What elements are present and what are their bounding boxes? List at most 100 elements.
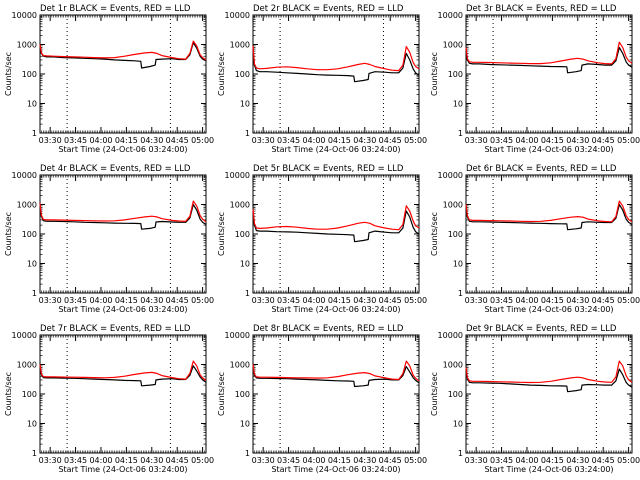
y-tick-label: 1 — [245, 289, 250, 298]
panel-1: Det 1r BLACK = Events, RED = LLD 1 10 100 10… — [4, 4, 214, 154]
panel-9: Det 9r BLACK = Events, RED = LLD 1 10 100 10… — [430, 324, 640, 474]
x-axis-label: Start Time (24-Oct-06 03:24:00) — [58, 465, 187, 474]
y-tick-label: 100 — [22, 390, 37, 399]
x-tick-label: 04:30 — [566, 296, 589, 305]
y-tick-label: 10 — [453, 260, 463, 269]
x-tick-label: 03:45 — [277, 136, 300, 145]
x-tick-label: 03:30 — [39, 296, 62, 305]
x-tick-label: 04:15 — [328, 456, 351, 465]
x-tick-label: 04:30 — [353, 456, 376, 465]
panel-3: Det 3r BLACK = Events, RED = LLD 1 10 100 10… — [430, 4, 640, 154]
x-tick-label: 03:45 — [490, 456, 513, 465]
x-tick-label: 03:45 — [490, 136, 513, 145]
x-tick-label: 04:30 — [140, 296, 163, 305]
y-tick-label: 1000 — [443, 41, 463, 50]
panel-title: Det 5r BLACK = Events, RED = LLD — [253, 164, 404, 174]
x-tick-label: 03:30 — [465, 136, 488, 145]
y-tick-label: 100 — [235, 70, 250, 79]
x-axis-label: Start Time (24-Oct-06 03:24:00) — [484, 305, 613, 314]
y-tick-label: 1 — [32, 129, 37, 138]
lld-series-line — [465, 360, 633, 384]
x-tick-label: 04:45 — [379, 456, 402, 465]
y-tick-label: 10 — [453, 100, 463, 109]
x-tick-label: 04:45 — [592, 456, 615, 465]
y-tick-label: 10 — [240, 420, 250, 429]
plot-frame — [39, 334, 207, 454]
y-tick-label: 10000 — [12, 11, 37, 20]
y-axis-label: Counts/sec — [430, 52, 439, 96]
plot-frame — [465, 174, 633, 294]
events-series-line — [465, 46, 633, 74]
panel-title: Det 6r BLACK = Events, RED = LLD — [466, 164, 617, 174]
y-tick-label: 10 — [27, 420, 37, 429]
x-tick-label: 04:45 — [592, 136, 615, 145]
panel-title: Det 3r BLACK = Events, RED = LLD — [466, 4, 617, 14]
x-tick-label: 03:30 — [465, 456, 488, 465]
x-tick-label: 04:45 — [166, 136, 189, 145]
y-tick-label: 100 — [235, 390, 250, 399]
y-tick-label: 1000 — [230, 41, 250, 50]
panel-title: Det 7r BLACK = Events, RED = LLD — [40, 324, 191, 334]
y-tick-label: 10000 — [12, 171, 37, 180]
x-tick-label: 03:30 — [252, 296, 275, 305]
panel-5: Det 5r BLACK = Events, RED = LLD 1 10 100 10… — [217, 164, 427, 314]
lld-series-line — [252, 360, 420, 382]
y-tick-label: 1000 — [17, 361, 37, 370]
x-tick-label: 05:00 — [404, 456, 427, 465]
x-tick-label: 04:15 — [115, 136, 138, 145]
x-axis-label: Start Time (24-Oct-06 03:24:00) — [271, 465, 400, 474]
x-tick-label: 03:30 — [39, 456, 62, 465]
y-axis-label: Counts/sec — [217, 52, 226, 96]
x-tick-label: 04:45 — [379, 136, 402, 145]
x-tick-label: 03:45 — [64, 296, 87, 305]
y-tick-label: 1 — [458, 289, 463, 298]
y-axis-label: Counts/sec — [430, 372, 439, 416]
lld-series-line — [39, 360, 207, 381]
x-tick-label: 04:00 — [302, 456, 325, 465]
lld-series-line — [39, 40, 207, 61]
x-tick-label: 04:00 — [302, 136, 325, 145]
plot-frame — [39, 174, 207, 294]
x-tick-label: 05:00 — [617, 136, 640, 145]
y-axis-label: Counts/sec — [430, 212, 439, 256]
lld-series-line — [39, 200, 207, 223]
y-tick-label: 10000 — [225, 171, 250, 180]
x-tick-label: 03:45 — [64, 456, 87, 465]
y-tick-label: 10000 — [12, 331, 37, 340]
y-tick-label: 10000 — [225, 11, 250, 20]
y-tick-label: 100 — [22, 230, 37, 239]
panel-title: Det 4r BLACK = Events, RED = LLD — [40, 164, 191, 174]
panel-8: Det 8r BLACK = Events, RED = LLD 1 10 100 10… — [217, 324, 427, 474]
y-tick-label: 10000 — [438, 11, 463, 20]
x-tick-label: 04:15 — [115, 296, 138, 305]
y-tick-label: 10 — [240, 100, 250, 109]
y-tick-label: 1 — [458, 129, 463, 138]
panel-4: Det 4r BLACK = Events, RED = LLD 1 10 100 10… — [4, 164, 214, 314]
x-tick-label: 04:30 — [140, 136, 163, 145]
events-series-line — [465, 368, 633, 393]
events-series-line — [39, 203, 207, 230]
events-series-line — [252, 210, 420, 243]
x-tick-label: 05:00 — [404, 136, 427, 145]
panel-title: Det 8r BLACK = Events, RED = LLD — [253, 324, 404, 334]
lld-series-line — [465, 200, 633, 223]
y-axis-label: Counts/sec — [4, 52, 13, 96]
x-tick-label: 04:30 — [140, 456, 163, 465]
x-tick-label: 04:30 — [566, 456, 589, 465]
x-tick-label: 03:30 — [252, 456, 275, 465]
lld-series-line — [252, 45, 420, 72]
events-series-line — [39, 42, 207, 69]
x-tick-label: 04:30 — [566, 136, 589, 145]
x-tick-label: 04:15 — [541, 296, 564, 305]
x-tick-label: 03:30 — [465, 296, 488, 305]
y-tick-label: 1000 — [443, 361, 463, 370]
x-tick-label: 04:15 — [541, 456, 564, 465]
panel-6: Det 6r BLACK = Events, RED = LLD 1 10 100 10… — [430, 164, 640, 314]
y-tick-label: 100 — [448, 230, 463, 239]
x-tick-label: 04:45 — [166, 456, 189, 465]
y-tick-label: 100 — [235, 230, 250, 239]
x-tick-label: 05:00 — [617, 456, 640, 465]
x-tick-label: 04:00 — [515, 456, 538, 465]
y-tick-label: 1000 — [230, 201, 250, 210]
